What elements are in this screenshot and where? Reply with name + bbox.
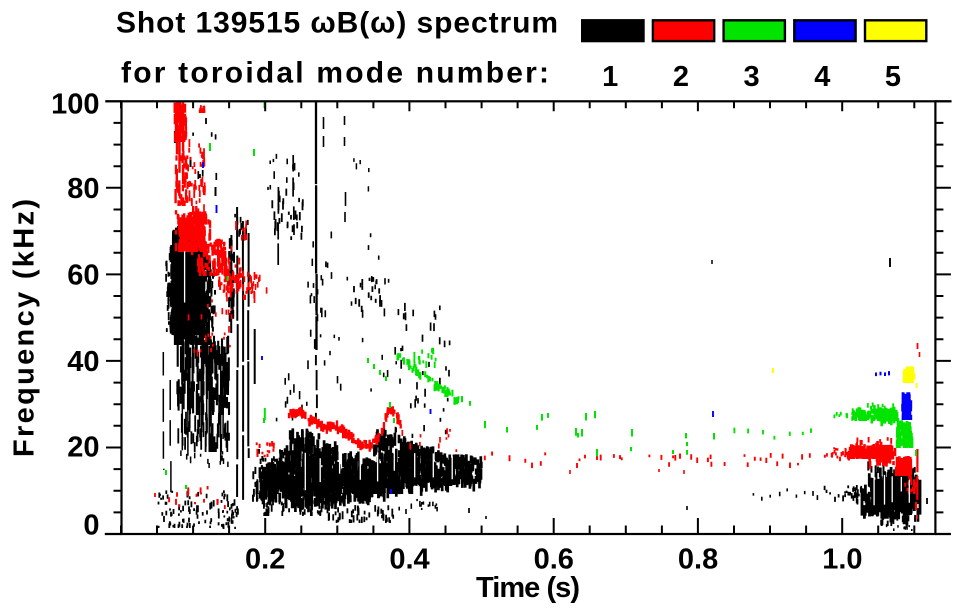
svg-text:2: 2	[673, 61, 689, 93]
svg-text:3: 3	[744, 61, 760, 93]
svg-text:60: 60	[67, 259, 99, 291]
svg-text:Time (s): Time (s)	[476, 572, 580, 604]
svg-text:0.4: 0.4	[389, 544, 429, 576]
svg-text:4: 4	[814, 61, 830, 93]
svg-text:100: 100	[51, 88, 99, 120]
svg-text:80: 80	[67, 173, 99, 205]
svg-text:0: 0	[83, 510, 99, 542]
svg-text:40: 40	[67, 346, 99, 378]
svg-text:20: 20	[67, 432, 99, 464]
svg-text:for toroidal mode number:: for toroidal mode number:	[121, 57, 549, 90]
svg-text:Shot 139515 ωB(ω) spectrum: Shot 139515 ωB(ω) spectrum	[116, 7, 558, 40]
svg-text:1: 1	[602, 61, 618, 93]
svg-text:0.2: 0.2	[245, 544, 285, 576]
svg-text:1.0: 1.0	[822, 544, 862, 576]
svg-text:0.8: 0.8	[678, 544, 718, 576]
svg-text:0.6: 0.6	[534, 544, 574, 576]
svg-text:5: 5	[885, 61, 901, 93]
